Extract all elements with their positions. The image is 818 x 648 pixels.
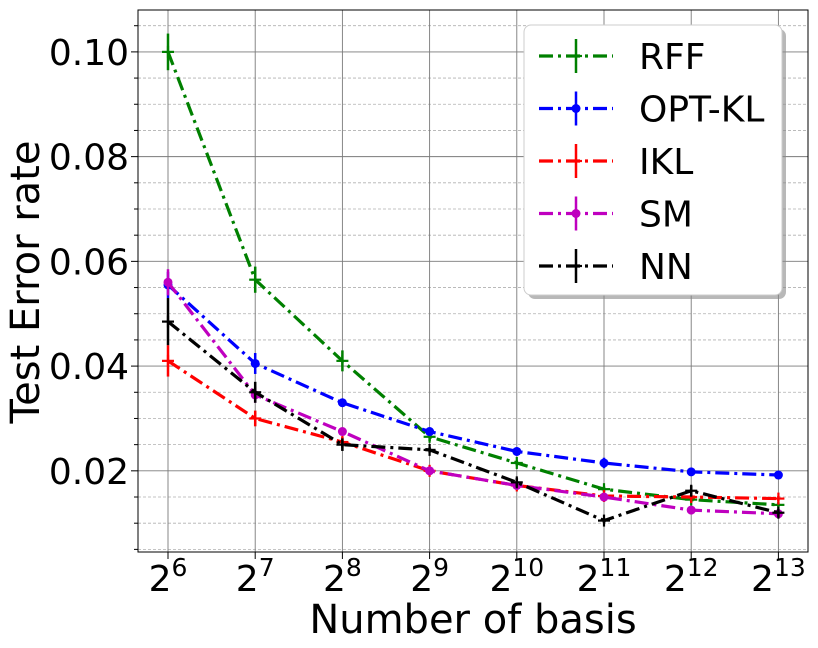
series-line [166,320,779,523]
series-line [167,359,779,501]
legend-label: SM [639,195,693,236]
legend-item-ikl: IKL [539,142,693,183]
y-tick-label: 0.08 [49,138,129,179]
x-tick-label: 28 [323,553,362,600]
x-tick-label: 26 [149,553,188,600]
data-point [250,358,260,368]
plot-frame [137,9,809,553]
data-point [686,505,696,515]
x-tick-label: 211 [577,553,632,600]
series-line [166,51,779,507]
x-tick-label: 210 [489,553,544,600]
legend-item-sm: SM [539,195,693,236]
y-tick-label: 0.10 [49,33,129,74]
data-point [425,466,435,476]
legend-item-rff: RFF [539,37,705,78]
data-point [599,458,609,468]
legend-label: RFF [639,37,705,78]
data-point [512,446,522,456]
data-point [773,470,783,480]
minor-grid [138,25,808,550]
legend-label: IKL [639,142,693,183]
ticks-layer: 0.02 0.04 0.06 0.08 0.10 26 27 28 29 210 211 212 213 [49,25,806,600]
legend-box [523,24,783,296]
data-point [337,398,347,408]
data-point [337,427,347,437]
x-tick-label: 212 [664,553,719,600]
x-tick-label: 29 [410,553,449,600]
legend-marker [571,104,581,113]
x-tick-label: 27 [236,553,275,600]
data-point [686,467,696,477]
legend-label: OPT-KL [639,90,764,131]
legend-label: NN [639,247,693,288]
data-point [163,277,173,287]
series-nn [162,298,785,527]
series-layer [162,33,785,527]
data-point [599,492,609,502]
y-tick-label: 0.02 [49,452,129,493]
legend-item-nn: NN [539,247,693,288]
x-axis-title: Number of basis [309,597,636,643]
data-point [425,427,435,437]
y-tick-label: 0.04 [49,347,129,388]
y-axis-title: Test Error rate [3,141,49,425]
x-tick-label: 213 [751,553,806,600]
legend-marker [571,209,581,218]
legend-item-opt-kl: OPT-KL [539,90,764,131]
y-tick-label: 0.06 [49,242,129,283]
legend: RFF OPT-KL IKL SM NN [523,24,786,299]
